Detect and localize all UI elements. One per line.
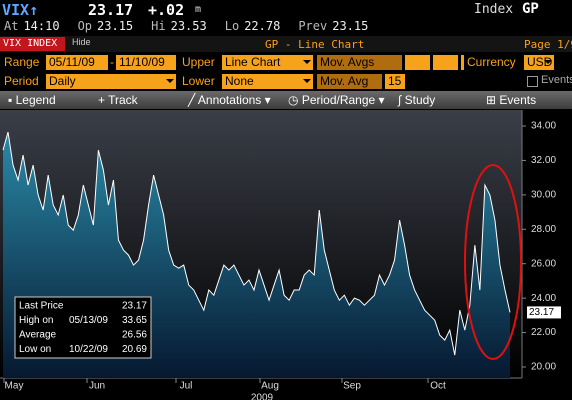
y-tick-label: 26.00 — [531, 258, 556, 269]
market: Index — [474, 2, 514, 17]
lower-label: Lower — [182, 74, 215, 88]
arrow: ↑ — [29, 1, 39, 19]
y-tick-label: 28.00 — [531, 224, 556, 235]
range-label: Range — [4, 55, 40, 69]
security-tab[interactable]: VIX INDEX — [0, 37, 65, 51]
y-tick-label: 34.00 — [531, 121, 556, 132]
quote-value: 14:10 — [23, 19, 60, 33]
upper-label: Upper — [182, 55, 215, 69]
year-label: 2009 — [251, 393, 274, 400]
label: Study — [404, 93, 436, 107]
quote-label: Prev — [298, 19, 328, 33]
function: GP — [522, 1, 539, 17]
period-label: Period — [4, 74, 39, 88]
quote-label: Op — [77, 19, 93, 33]
label: Legend — [15, 93, 56, 107]
study-button[interactable]: ∫ Study — [398, 93, 436, 107]
label: Track — [108, 93, 138, 107]
label: Annotations — [197, 93, 262, 107]
ticker: VIX↑ — [2, 1, 38, 19]
start-date[interactable]: 05/11/09 — [46, 55, 108, 70]
mov-avg-field[interactable] — [433, 55, 458, 70]
legend-label: High on — [19, 315, 53, 326]
mov-avgs-label: Mov. Avgs — [317, 55, 402, 70]
y-tick-label: 32.00 — [531, 155, 556, 166]
tab-bar — [0, 36, 572, 52]
last-price-box — [527, 306, 561, 319]
change: +.02 — [148, 1, 185, 19]
legend-date: 10/22/09 — [69, 344, 108, 355]
legend-value: 23.17 — [122, 301, 147, 312]
x-tick-label: Sep — [343, 381, 361, 392]
events-button[interactable]: ⊞ Events — [486, 93, 537, 107]
quote-value: 23.53 — [170, 19, 207, 33]
track-button[interactable]: + Track — [98, 93, 138, 107]
quote-value: 22.78 — [244, 19, 281, 33]
y-tick-label: 22.00 — [531, 327, 556, 338]
chart: 20.00 22.00 24.00 26.00 28.00 30.00 32.00 34.00… — [0, 110, 561, 400]
y-tick-label: 30.00 — [531, 189, 556, 200]
function-title: GP - Line Chart — [265, 38, 365, 51]
quote-label: Hi — [151, 19, 166, 33]
ticker-name: VIX — [2, 1, 30, 19]
mov-avg-field[interactable] — [461, 55, 464, 70]
annotation-ellipse — [464, 164, 522, 360]
mov-avg-label: Mov. Avg — [317, 74, 382, 89]
label: Period/Range — [301, 93, 376, 107]
lower-select[interactable]: None — [222, 74, 313, 89]
legend-value: 20.69 — [122, 344, 147, 355]
price: 23.17 — [88, 1, 134, 19]
last-price-label: 23.17 — [529, 307, 554, 318]
events-checkbox[interactable] — [527, 76, 538, 87]
legend-label: Low on — [19, 344, 51, 355]
legend-button[interactable]: ▪ Legend — [8, 93, 56, 107]
label: Events — [499, 93, 537, 107]
period-range-button[interactable]: ◷ Period/Range ▾ — [288, 93, 385, 107]
quote-label: At — [4, 19, 19, 33]
x-tick-label: Oct — [430, 381, 446, 392]
x-tick-label: Jul — [180, 381, 193, 392]
line — [2, 131, 511, 356]
legend-value: 26.56 — [122, 330, 147, 341]
x-tick-label: May — [5, 381, 24, 392]
legend-value: 33.65 — [122, 315, 147, 326]
upper-select[interactable]: Line Chart — [222, 55, 313, 70]
quote-line: At 14:10 Op 23.15 Hi 23.53 Lo 22.78 Prev 23.15 — [4, 19, 386, 33]
currency-select[interactable]: USD — [524, 55, 554, 70]
dash: - — [110, 55, 114, 69]
period-select[interactable]: Daily — [46, 74, 176, 89]
currency-label: Currency — [467, 55, 516, 69]
end-date[interactable]: 11/10/09 — [116, 55, 176, 70]
legend-box — [14, 296, 152, 359]
mov-avg-field[interactable] — [405, 55, 430, 70]
page-indicator: Page 1/9 — [524, 38, 572, 51]
toolbar — [0, 91, 572, 109]
legend-label: Average — [19, 330, 57, 341]
mov-avg-input[interactable]: 15 — [385, 74, 405, 89]
legend-label: Last Price — [19, 301, 64, 312]
legend-date: 05/13/09 — [69, 315, 108, 326]
x-tick-label: Aug — [261, 381, 279, 392]
hide-button[interactable]: Hide — [72, 37, 91, 47]
quote-label: Lo — [224, 19, 240, 33]
quote-value: 23.15 — [97, 19, 134, 33]
y-tick-label: 20.00 — [531, 362, 556, 373]
flag: m — [195, 4, 202, 15]
events-label: Events — [541, 74, 572, 86]
quote-value: 23.15 — [332, 19, 369, 33]
y-tick-label: 24.00 — [531, 293, 556, 304]
annotations-button[interactable]: ╱ Annotations ▾ — [188, 93, 271, 107]
x-tick-label: Jun — [89, 381, 105, 392]
